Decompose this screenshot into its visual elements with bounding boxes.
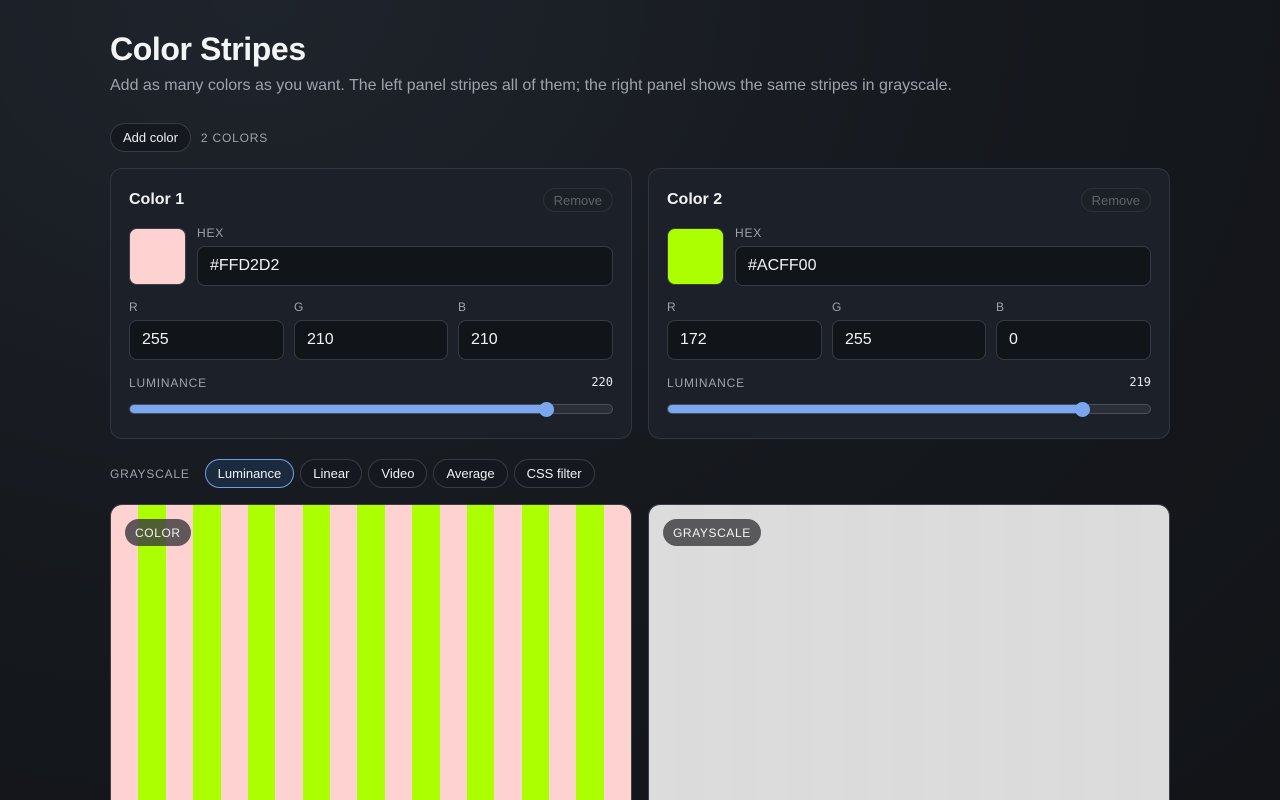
hex-label: HEX: [735, 226, 763, 240]
luminance-slider-fill: [130, 405, 546, 413]
color-swatch[interactable]: [129, 228, 186, 285]
remove-color-button[interactable]: Remove: [1080, 188, 1151, 212]
page-title: Color Stripes: [110, 31, 306, 67]
stripe: [922, 505, 951, 800]
b-input[interactable]: 0: [996, 320, 1151, 360]
stripe: [1032, 505, 1060, 800]
stripe: [977, 505, 1005, 800]
stripe: [330, 505, 358, 800]
hex-input[interactable]: #ACFF00: [735, 246, 1151, 286]
b-input[interactable]: 210: [458, 320, 613, 360]
toolbar: Add color 2 COLORS: [110, 123, 268, 152]
grayscale-panel-badge: GRAYSCALE: [663, 519, 761, 546]
luminance-slider[interactable]: [667, 401, 1151, 417]
stripe: [1087, 505, 1115, 800]
grayscale-stripes-panel: GRAYSCALE: [648, 504, 1170, 800]
color-panel-badge: COLOR: [125, 519, 191, 546]
stripe: [576, 505, 604, 800]
grayscale-mode-css-filter[interactable]: CSS filter: [513, 459, 595, 488]
stripe: [439, 505, 467, 800]
grayscale-mode-linear[interactable]: Linear: [300, 459, 363, 488]
hex-label: HEX: [197, 226, 225, 240]
grayscale-mode-average[interactable]: Average: [433, 459, 508, 488]
color-stripes: [111, 505, 631, 800]
stripe: [521, 505, 549, 800]
luminance-slider[interactable]: [129, 401, 613, 417]
g-label: G: [832, 300, 843, 314]
stripe: [676, 505, 704, 800]
remove-color-button[interactable]: Remove: [542, 188, 613, 212]
luminance-slider-handle[interactable]: [538, 401, 554, 417]
g-input[interactable]: 255: [832, 320, 986, 360]
luminance-slider-fill: [668, 405, 1082, 413]
stripe: [549, 505, 577, 800]
stripe: [111, 505, 139, 800]
stripe: [731, 505, 759, 800]
stripe: [1004, 505, 1033, 800]
stripe: [247, 505, 276, 800]
stripe: [649, 505, 677, 800]
stripe: [384, 505, 413, 800]
luminance-label: LUMINANCE: [129, 376, 207, 390]
stripe: [412, 505, 440, 800]
grayscale-stripes: [649, 505, 1169, 800]
color-count-label: 2 COLORS: [200, 130, 269, 145]
stripe: [1141, 505, 1169, 800]
color-card-title: Color 1: [129, 191, 185, 208]
b-label: B: [996, 300, 1005, 314]
g-label: G: [294, 300, 305, 314]
stripe: [165, 505, 194, 800]
add-color-button[interactable]: Add color: [110, 123, 191, 152]
stripe: [138, 505, 166, 800]
stripe: [1059, 505, 1087, 800]
stripe: [193, 505, 221, 800]
stripe: [703, 505, 732, 800]
stripe: [466, 505, 495, 800]
luminance-slider-handle[interactable]: [1074, 401, 1090, 417]
color-card-title: Color 2: [667, 191, 723, 208]
r-input[interactable]: 172: [667, 320, 822, 360]
stripe: [758, 505, 786, 800]
grayscale-mode-selector: GRAYSCALE Luminance Linear Video Average…: [110, 459, 595, 488]
stripe: [840, 505, 868, 800]
stripe: [494, 505, 522, 800]
stripe: [785, 505, 814, 800]
stripe: [868, 505, 896, 800]
grayscale-label: GRAYSCALE: [110, 466, 190, 481]
stripe: [603, 505, 631, 800]
b-label: B: [458, 300, 467, 314]
color-swatch[interactable]: [667, 228, 724, 285]
stripe: [813, 505, 841, 800]
r-label: R: [129, 300, 139, 314]
stripe: [275, 505, 303, 800]
color-card-2: Color 2 Remove HEX #ACFF00 R G B 172 255…: [648, 168, 1170, 439]
g-input[interactable]: 210: [294, 320, 448, 360]
stripe: [357, 505, 385, 800]
luminance-value: 219: [1129, 375, 1151, 389]
r-label: R: [667, 300, 677, 314]
color-card-1: Color 1 Remove HEX #FFD2D2 R G B 255 210…: [110, 168, 632, 439]
luminance-label: LUMINANCE: [667, 376, 745, 390]
r-input[interactable]: 255: [129, 320, 284, 360]
stripe: [302, 505, 330, 800]
luminance-value: 220: [591, 375, 613, 389]
stripe: [950, 505, 978, 800]
stripe: [895, 505, 923, 800]
grayscale-mode-luminance[interactable]: Luminance: [204, 459, 295, 488]
stripe: [1114, 505, 1142, 800]
page-subtitle: Add as many colors as you want. The left…: [110, 77, 952, 94]
color-stripes-panel: COLOR: [110, 504, 632, 800]
stripe: [220, 505, 248, 800]
hex-input[interactable]: #FFD2D2: [197, 246, 613, 286]
grayscale-mode-video[interactable]: Video: [368, 459, 428, 488]
